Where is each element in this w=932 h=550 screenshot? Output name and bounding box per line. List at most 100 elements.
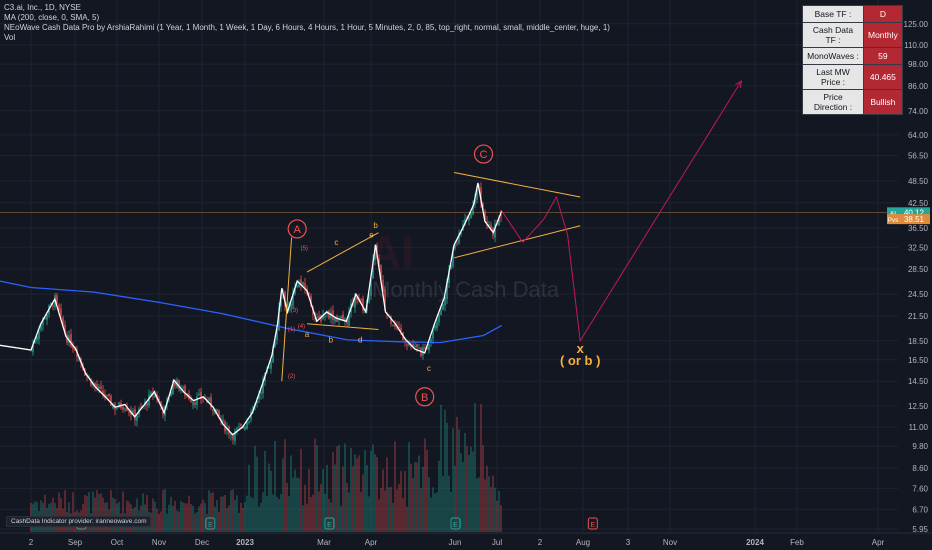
volume-bar <box>88 491 90 532</box>
price-axis[interactable]: 125.00 110.00 98.00 86.00 74.00 64.00 56.50 48.… <box>887 0 932 550</box>
volume-bar <box>170 496 172 532</box>
chart-grid <box>0 0 898 532</box>
candle-body <box>494 223 496 238</box>
volume-bar <box>384 490 386 532</box>
candle-body <box>336 316 338 322</box>
candle-body <box>242 427 244 429</box>
volume-bar <box>266 495 268 532</box>
volume-bar <box>470 446 472 532</box>
candle-body <box>446 281 448 300</box>
time-axis[interactable]: 2 Sep Oct Nov Dec 2023 Mar Apr Jun Jul 2 Aug 3 Nov 202… <box>0 517 932 550</box>
volume-bar <box>196 511 198 532</box>
volume-bar <box>298 478 300 532</box>
volume-bar <box>362 474 364 532</box>
candle-body <box>98 386 100 390</box>
volume-bar <box>212 492 214 532</box>
volume-bar <box>152 498 154 532</box>
volume-bar <box>412 478 414 532</box>
candle-body <box>270 361 272 369</box>
candle-body <box>118 402 120 408</box>
volume-bar <box>336 446 338 532</box>
candle-body <box>202 397 204 399</box>
volume-bar <box>328 498 330 532</box>
price-tick-label: 98.00 <box>908 60 929 69</box>
volume-bar <box>242 507 244 532</box>
volume-bar <box>248 464 250 532</box>
volume-bar <box>440 404 442 532</box>
time-tick-label: Apr <box>872 538 885 547</box>
time-tick-label: Aug <box>576 538 590 547</box>
candle-body <box>370 278 372 296</box>
info-row: Last MW Price :40.465 <box>802 64 903 90</box>
candle-body <box>498 216 500 226</box>
legend-symbol[interactable]: C3.ai, Inc., 1D, NYSE <box>4 3 81 12</box>
volume-bar <box>500 505 502 532</box>
legend-vol[interactable]: Vol <box>4 33 16 42</box>
candle-body <box>338 319 340 321</box>
candle-body <box>418 348 420 350</box>
candle-body <box>196 396 198 406</box>
volume-bar <box>164 489 166 532</box>
volume-bar <box>436 492 438 532</box>
wave-label-A: A <box>294 224 302 236</box>
sub-wave-label: b <box>373 221 378 230</box>
volume-bar <box>474 403 476 532</box>
time-tick-label: 2023 <box>236 538 254 547</box>
price-tick-label: 32.50 <box>908 243 929 252</box>
volume-bar <box>244 501 246 532</box>
volume-bar <box>308 468 310 532</box>
legend-indicator[interactable]: NEoWave Cash Data Pro by ArshiaRahimi (1… <box>4 23 610 32</box>
volume-bar <box>44 494 46 532</box>
candle-body <box>470 213 472 219</box>
channel-upper <box>306 232 379 273</box>
price-tick-label: 5.95 <box>912 525 928 534</box>
volume-bar <box>444 409 446 532</box>
info-row: Base TF :D <box>802 5 903 23</box>
candle-body <box>444 296 446 306</box>
volume-bar <box>316 445 318 532</box>
volume-bar <box>374 454 376 532</box>
volume-bar <box>188 495 190 532</box>
candle-body <box>442 304 444 310</box>
info-row: Price Direction : Bullish <box>802 89 903 115</box>
legend-ma[interactable]: MA (200, close, 0, SMA, 5) <box>4 13 100 22</box>
volume-bar <box>146 495 148 532</box>
volume-bar <box>178 511 180 532</box>
candle-body <box>50 303 52 305</box>
candle-body <box>460 232 462 235</box>
candle-body <box>476 187 478 200</box>
volume-bar <box>366 465 368 532</box>
candle-body <box>414 346 416 348</box>
volume-bar <box>286 482 288 532</box>
volume-bar <box>324 493 326 532</box>
candle-body <box>480 187 482 204</box>
volume-bar <box>392 502 394 532</box>
volume-bar <box>430 497 432 532</box>
volume-bar <box>232 489 234 532</box>
earnings-marker <box>450 517 461 530</box>
price-tick-label: 24.50 <box>908 290 929 299</box>
price-tag-label-bg <box>887 214 899 225</box>
time-tick-label: Feb <box>790 538 804 547</box>
info-key: MonoWaves : <box>802 47 864 65</box>
candle-body <box>132 410 134 414</box>
candle-body <box>230 433 232 436</box>
candle-body <box>344 318 346 321</box>
volume-bar <box>424 438 426 532</box>
price-tick-label: 125.00 <box>904 20 929 29</box>
candle-body <box>234 430 236 442</box>
candle-body <box>278 307 280 331</box>
price-tick-label: 86.00 <box>908 82 929 91</box>
price-tick-label: 21.50 <box>908 312 929 321</box>
sub-wave-label: (4) <box>298 324 305 330</box>
volume-bar <box>486 465 488 532</box>
volume-bar <box>246 495 248 532</box>
volume-bar <box>208 490 210 532</box>
candle-body <box>180 389 182 391</box>
volume-bar <box>338 444 340 532</box>
volume-bar <box>352 466 354 532</box>
volume-bar <box>122 491 124 532</box>
candle-body <box>96 384 98 389</box>
price-tag-label: Pvs <box>888 217 900 224</box>
